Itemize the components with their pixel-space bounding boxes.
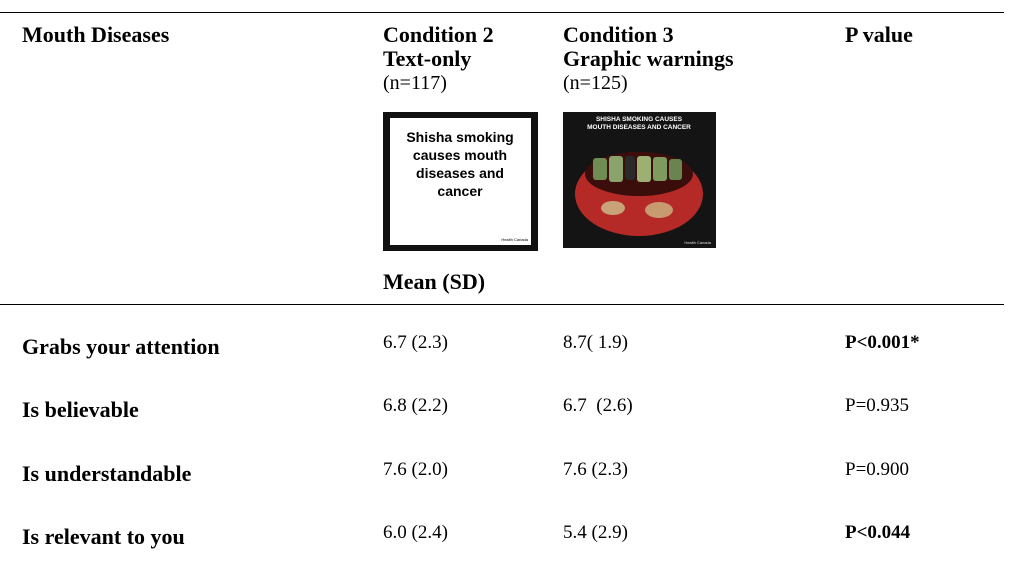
row-label: Is relevant to you bbox=[22, 524, 185, 549]
header-rule bbox=[0, 304, 1004, 305]
cell: 7.6 (2.0) bbox=[383, 459, 448, 480]
warning-text: diseases and bbox=[416, 165, 504, 181]
tooth bbox=[653, 157, 667, 181]
row-label: Is believable bbox=[22, 397, 139, 422]
subheader: Mean (SD) bbox=[383, 269, 486, 294]
header-cell: Mouth Diseases bbox=[22, 22, 170, 47]
warning-text: cancer bbox=[437, 183, 483, 199]
header-cell: Graphic warnings bbox=[563, 46, 734, 71]
cell: 6.7 (2.3) bbox=[383, 332, 448, 353]
cell: 6.8 (2.2) bbox=[383, 395, 448, 416]
p-value: P=0.900 bbox=[845, 459, 910, 480]
cell: 5.4 (2.9) bbox=[563, 522, 628, 543]
p-value: P=0.935 bbox=[845, 395, 910, 416]
top-rule bbox=[0, 12, 1004, 13]
image-credit: Health Canada bbox=[501, 237, 528, 242]
graphic-warning-image: SHISHA SMOKING CAUSES MOUTH DISEASES AND… bbox=[563, 112, 716, 248]
tooth bbox=[669, 159, 682, 180]
tooth bbox=[625, 156, 635, 180]
header-cell: Condition 2 bbox=[383, 22, 494, 47]
lesion bbox=[601, 201, 625, 215]
warning-text: SHISHA SMOKING CAUSES bbox=[596, 116, 683, 123]
tooth bbox=[637, 156, 651, 182]
lesion bbox=[645, 202, 673, 218]
p-value: P<0.044 bbox=[845, 522, 911, 543]
text-warning-image: Shisha smoking causes mouth diseases and… bbox=[383, 112, 538, 251]
row-label: Grabs your attention bbox=[22, 334, 220, 359]
cell: 6.7 (2.6) bbox=[563, 395, 633, 416]
tooth bbox=[609, 156, 623, 182]
tooth bbox=[593, 158, 607, 180]
warning-text: Shisha smoking bbox=[406, 129, 513, 145]
cell: 8.7( 1.9) bbox=[563, 332, 628, 353]
image-credit: Health Canada bbox=[684, 240, 711, 245]
header-cell: Text-only bbox=[383, 46, 472, 71]
image-panel bbox=[390, 118, 531, 245]
row-label: Is understandable bbox=[22, 461, 192, 486]
header-cell: P value bbox=[845, 22, 913, 47]
warning-text: MOUTH DISEASES AND CANCER bbox=[587, 124, 691, 131]
cell: 7.6 (2.3) bbox=[563, 459, 628, 480]
cell: 6.0 (2.4) bbox=[383, 522, 448, 543]
sample-size: (n=125) bbox=[563, 72, 628, 94]
sample-size: (n=117) bbox=[383, 72, 447, 94]
p-value: P<0.001* bbox=[845, 332, 920, 353]
header-cell: Condition 3 bbox=[563, 22, 674, 47]
warning-text: causes mouth bbox=[413, 147, 507, 163]
